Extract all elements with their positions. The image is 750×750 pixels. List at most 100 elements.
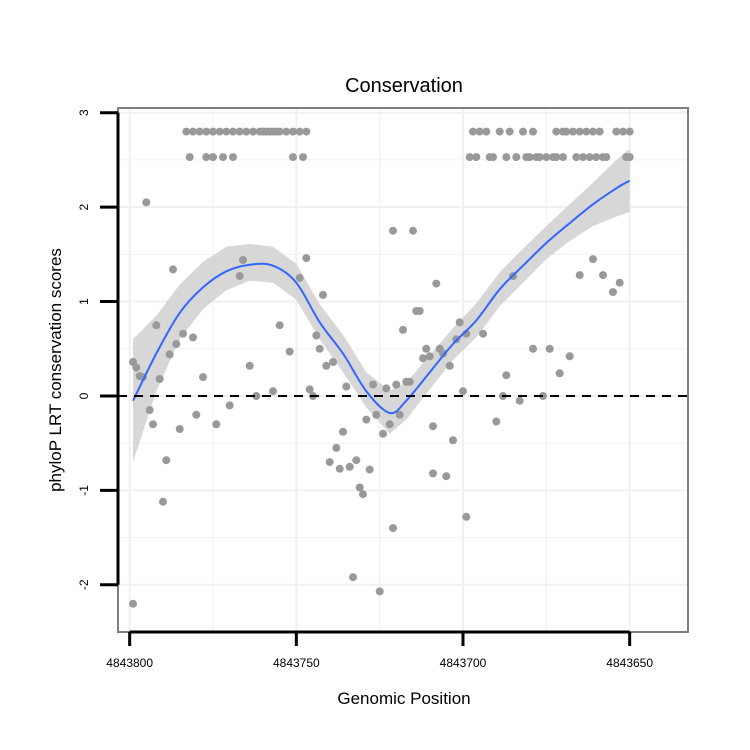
data-point <box>362 415 371 424</box>
data-point <box>159 497 167 506</box>
data-point <box>235 272 244 281</box>
data-point <box>489 153 497 162</box>
data-point <box>192 410 201 419</box>
data-point <box>575 127 584 136</box>
data-point <box>175 425 184 433</box>
data-point <box>565 352 574 361</box>
data-point <box>572 153 581 162</box>
data-point <box>269 387 277 396</box>
data-point <box>312 331 321 340</box>
data-point <box>202 127 211 136</box>
data-point <box>495 127 504 136</box>
data-point <box>472 153 481 162</box>
data-point <box>469 127 477 136</box>
data-point <box>365 465 374 474</box>
confidence-ribbon <box>133 148 630 463</box>
data-point <box>249 127 257 136</box>
data-point <box>289 153 297 162</box>
data-point <box>129 599 137 608</box>
y-axis-label: phyloP LRT conservation scores <box>46 248 65 492</box>
data-point <box>342 382 351 391</box>
data-point <box>289 127 297 136</box>
data-point <box>606 636 614 644</box>
data-point <box>239 256 247 264</box>
data-point <box>429 422 437 431</box>
data-point <box>465 153 474 162</box>
data-point <box>405 377 414 386</box>
data-point <box>535 153 544 162</box>
data-point <box>545 344 554 353</box>
data-point <box>615 278 624 287</box>
data-point <box>502 371 511 380</box>
data-point <box>219 153 227 162</box>
data-point <box>459 387 467 396</box>
data-point <box>432 279 441 288</box>
data-point <box>552 127 561 136</box>
data-point <box>225 401 234 410</box>
data-point <box>552 153 561 162</box>
data-point <box>415 307 424 315</box>
data-point <box>332 443 341 452</box>
data-point <box>455 318 464 327</box>
data-point <box>335 464 344 473</box>
data-point <box>215 127 224 136</box>
data-point <box>189 127 197 136</box>
x-axis: 4843800 4843750 4843700 4843650 <box>106 630 653 670</box>
data-point <box>142 198 151 207</box>
data-point <box>555 369 564 378</box>
data-point <box>559 153 567 162</box>
x-tick-label: 4843650 <box>606 656 653 670</box>
data-point <box>562 127 571 136</box>
data-point <box>245 361 254 370</box>
y-tick-label: 0 <box>77 392 91 399</box>
data-point <box>579 153 587 162</box>
data-point <box>329 358 337 366</box>
data-point <box>202 153 211 162</box>
data-point <box>519 127 527 136</box>
data-point <box>209 153 217 162</box>
data-point <box>525 153 534 162</box>
data-point <box>189 333 197 342</box>
data-point <box>295 127 304 136</box>
data-point <box>195 127 204 136</box>
data-point <box>589 255 597 264</box>
data-point <box>235 127 244 136</box>
panel-contents <box>118 108 688 644</box>
data-point <box>569 127 577 136</box>
data-point <box>275 321 284 330</box>
data-point <box>275 127 284 136</box>
data-point <box>399 325 407 334</box>
data-point <box>462 512 471 521</box>
data-point <box>172 340 181 348</box>
data-point <box>382 384 391 393</box>
data-point <box>339 427 347 436</box>
data-point <box>379 429 387 438</box>
data-point <box>422 344 431 353</box>
data-point <box>155 375 164 383</box>
data-point <box>349 573 357 582</box>
y-tick-label: 1 <box>77 298 91 305</box>
data-point <box>179 329 187 338</box>
data-point <box>385 420 394 429</box>
data-point <box>529 344 537 353</box>
data-point <box>419 354 427 363</box>
data-point <box>369 380 377 389</box>
data-point <box>479 329 487 338</box>
smooth-line <box>132 179 631 415</box>
data-point <box>182 127 191 136</box>
data-point <box>185 153 194 162</box>
x-axis-label: Genomic Position <box>337 689 470 708</box>
y-tick-label: -1 <box>77 485 91 496</box>
data-point <box>285 347 294 356</box>
data-point <box>442 472 451 481</box>
data-point <box>295 273 304 282</box>
data-point <box>302 254 311 263</box>
data-point <box>445 361 454 370</box>
data-point <box>429 469 437 478</box>
data-point <box>242 127 251 136</box>
y-axis: -2 -1 0 1 2 3 <box>77 109 120 590</box>
data-point <box>229 127 237 136</box>
data-point <box>475 127 484 136</box>
data-point <box>482 127 491 136</box>
data-point <box>359 490 367 499</box>
